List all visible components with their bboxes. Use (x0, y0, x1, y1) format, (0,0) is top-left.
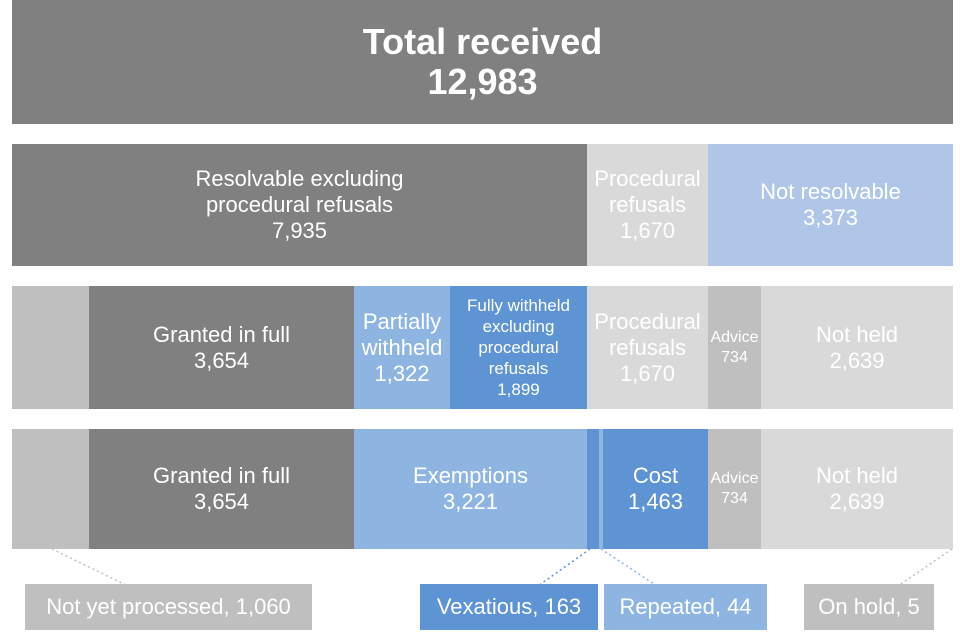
resolvable-block: Resolvable excluding procedural refusals… (12, 144, 587, 266)
advice-block: Advice 734 (708, 286, 761, 409)
cost-label: Cost (632, 463, 679, 488)
exemptions-block: Exemptions 3,221 (354, 429, 587, 549)
resolvable-value: 7,935 (271, 218, 328, 243)
advice-value: 734 (721, 348, 748, 366)
repeated-label: Repeated, 44 (604, 584, 767, 630)
repeated-segment (599, 429, 603, 549)
granted-in-full-block-row3: Granted in full 3,654 (89, 429, 354, 549)
total-received-title: Total received (362, 21, 603, 62)
not-resolvable-value: 3,373 (802, 205, 859, 230)
procedural-row2-line1: Procedural (594, 308, 701, 334)
not-yet-processed-label: Not yet processed, 1,060 (25, 584, 312, 630)
connector-not-yet-processed (51, 548, 129, 587)
fully-line2: excluding (482, 317, 555, 336)
granted-in-full-block: Granted in full 3,654 (89, 286, 354, 409)
exemptions-label: Exemptions (413, 463, 528, 488)
partially-value: 1,322 (374, 360, 430, 386)
not-held-value: 2,639 (829, 347, 885, 373)
procedural-line1: Procedural (594, 166, 701, 191)
vexatious-label: Vexatious, 163 (420, 584, 598, 630)
not-held-row3-value: 2,639 (829, 489, 885, 514)
not-held-block: Not held 2,639 (761, 286, 953, 409)
resolvable-line1: Resolvable excluding (195, 166, 404, 191)
vexatious-segment (587, 429, 599, 549)
total-received-value: 12,983 (427, 61, 538, 102)
partially-line1: Partially (362, 308, 442, 334)
connector-vexatious (537, 548, 591, 587)
not-yet-processed-segment (12, 286, 89, 409)
total-received-block: Total received 12,983 (12, 0, 953, 124)
partially-withheld-block: Partially withheld 1,322 (354, 286, 450, 409)
procedural-refusals-block-row2: Procedural refusals 1,670 (587, 286, 708, 409)
not-held-row3-label: Not held (816, 463, 898, 488)
not-yet-processed-segment-row3 (12, 429, 89, 549)
granted-label: Granted in full (153, 321, 290, 347)
procedural-refusals-block: Procedural refusals 1,670 (587, 144, 708, 266)
resolvable-line2: procedural refusals (205, 192, 394, 217)
not-resolvable-label: Not resolvable (760, 179, 901, 204)
fully-line4: refusals (488, 359, 549, 378)
exemptions-value: 3,221 (442, 489, 499, 514)
fully-line3: procedural (478, 338, 559, 357)
partially-line2: withheld (361, 334, 443, 360)
procedural-line2: refusals (608, 192, 687, 217)
connector-on-hold (897, 548, 953, 587)
granted-row3-value: 3,654 (193, 489, 250, 514)
advice-row3-value: 734 (721, 490, 748, 507)
on-hold-label: On hold, 5 (804, 584, 934, 630)
advice-row3-label: Advice (710, 470, 759, 487)
not-held-block-row3: Not held 2,639 (761, 429, 953, 549)
fully-value: 1,899 (497, 380, 540, 399)
fully-withheld-block: Fully withheld excluding procedural refu… (450, 286, 587, 409)
cost-value: 1,463 (627, 489, 684, 514)
advice-label: Advice (710, 328, 759, 346)
granted-row3-label: Granted in full (153, 463, 290, 488)
not-held-label: Not held (816, 321, 898, 347)
procedural-row2-line2: refusals (608, 334, 687, 360)
fully-line1: Fully withheld (467, 296, 570, 315)
granted-value: 3,654 (193, 347, 250, 373)
procedural-row2-value: 1,670 (619, 360, 676, 386)
not-resolvable-block: Not resolvable 3,373 (708, 144, 953, 266)
procedural-value: 1,670 (619, 218, 676, 243)
cost-block: Cost 1,463 (603, 429, 708, 549)
advice-block-row3: Advice 734 (708, 429, 761, 549)
connector-repeated (600, 548, 658, 587)
